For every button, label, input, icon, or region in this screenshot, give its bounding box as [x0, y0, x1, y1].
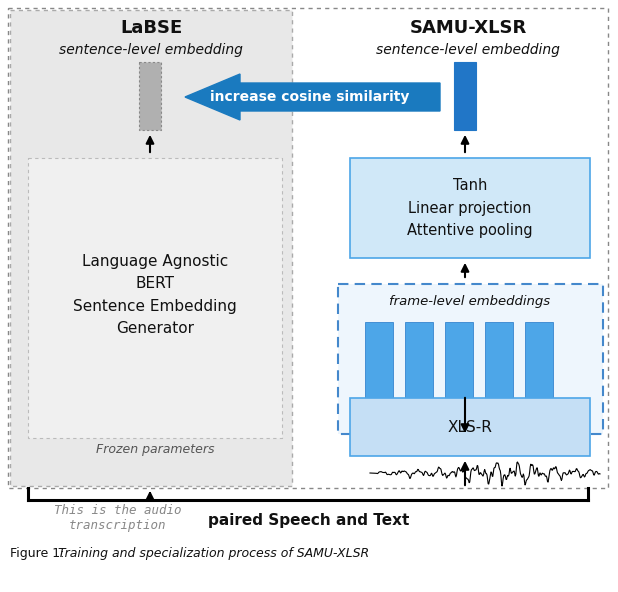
FancyArrow shape — [185, 74, 440, 120]
Bar — [485, 322, 513, 422]
Bar — [445, 322, 473, 422]
Text: Figure 1:: Figure 1: — [10, 548, 69, 561]
Text: frame-level embeddings: frame-level embeddings — [389, 295, 551, 308]
Text: LaBSE: LaBSE — [120, 19, 182, 37]
Bar — [8, 8, 608, 488]
Bar — [10, 10, 292, 486]
Bar — [350, 398, 590, 456]
Text: increase cosine similarity: increase cosine similarity — [210, 90, 410, 104]
Text: Training and specialization process of SAMU-XLSR: Training and specialization process of S… — [58, 548, 369, 561]
Bar — [338, 284, 603, 434]
Text: Language Agnostic
BERT
Sentence Embedding
Generator: Language Agnostic BERT Sentence Embeddin… — [73, 254, 237, 336]
Text: paired Speech and Text: paired Speech and Text — [208, 513, 410, 527]
Text: SAMU-XLSR: SAMU-XLSR — [409, 19, 527, 37]
Text: Frozen parameters: Frozen parameters — [96, 443, 214, 456]
Text: This is the audio
transcription: This is the audio transcription — [54, 504, 182, 532]
Bar — [405, 322, 433, 422]
Bar — [454, 62, 476, 130]
Bar — [525, 322, 553, 422]
Bar — [28, 158, 282, 438]
Text: sentence-level embedding: sentence-level embedding — [376, 43, 560, 57]
Text: Tanh
Linear projection
Attentive pooling: Tanh Linear projection Attentive pooling — [407, 178, 533, 238]
Bar — [365, 322, 393, 422]
Text: XLS-R: XLS-R — [447, 420, 493, 435]
Bar — [139, 62, 161, 130]
Bar — [350, 158, 590, 258]
Text: sentence-level embedding: sentence-level embedding — [59, 43, 243, 57]
